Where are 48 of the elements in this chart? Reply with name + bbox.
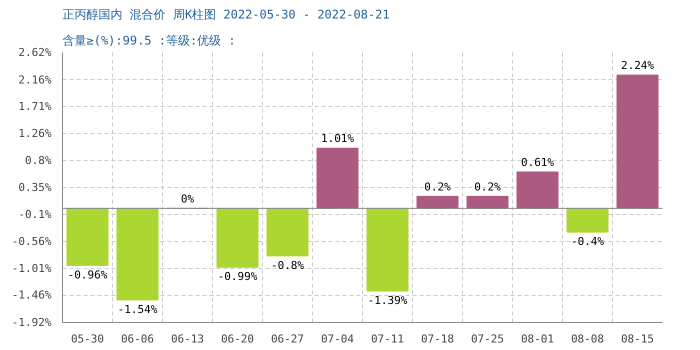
data-label: -0.8%: [270, 258, 304, 272]
bar: [366, 208, 408, 292]
bar: [516, 172, 558, 209]
y-tick-label: 0.8%: [25, 154, 52, 168]
x-tick-label: 06-06: [120, 332, 154, 346]
data-label: 2.24%: [620, 59, 654, 72]
x-tick-label: 07-04: [320, 332, 354, 346]
y-tick-label: 2.16%: [18, 73, 52, 86]
chart-subtitle: 含量≥(%):99.5 :等级:优级 :: [62, 34, 236, 48]
x-tick-label: 08-08: [570, 332, 604, 346]
data-label: -1.54%: [118, 302, 158, 316]
bar: [616, 74, 658, 209]
data-label: -0.99%: [218, 270, 258, 284]
x-tick-label: 08-01: [520, 332, 554, 346]
data-label: -0.4%: [570, 235, 604, 248]
y-tick-label: -1.46%: [12, 288, 52, 302]
bar: [266, 208, 308, 256]
data-label: 0%: [180, 192, 194, 206]
chart-title: 正丙醇国内 混合价 周K柱图 2022-05-30 - 2022-08-21: [62, 8, 390, 22]
y-tick-label: -0.1%: [18, 208, 52, 221]
y-tick-label: -1.01%: [12, 262, 52, 275]
y-tick-label: -1.92%: [12, 316, 52, 329]
y-tick-label: -0.56%: [12, 235, 52, 248]
bar: [316, 148, 358, 209]
data-label: 0.2%: [424, 180, 452, 194]
x-tick-label: 08-15: [620, 332, 654, 346]
x-tick-label: 07-25: [470, 332, 504, 346]
x-tick-label: 05-30: [70, 332, 104, 346]
data-label: 0.2%: [474, 180, 502, 194]
y-tick-label: 2.62%: [18, 46, 52, 59]
x-tick-label: 06-20: [220, 332, 254, 346]
y-tick-label: 0.35%: [18, 181, 52, 194]
x-tick-label: 06-13: [170, 332, 204, 346]
data-label: -1.39%: [368, 294, 408, 307]
y-tick-label: 1.26%: [18, 126, 52, 140]
bar: [566, 208, 608, 233]
x-tick-label: 07-11: [370, 332, 404, 346]
bar: [66, 208, 108, 266]
bar: [116, 208, 158, 300]
x-tick-label: 07-18: [420, 332, 454, 346]
data-label: 1.01%: [320, 132, 354, 146]
data-label: -0.96%: [68, 268, 108, 282]
bar: [416, 196, 458, 209]
bar: [216, 208, 258, 268]
y-tick-label: 1.71%: [18, 100, 52, 114]
data-label: 0.61%: [520, 156, 554, 170]
x-tick-label: 06-27: [270, 332, 304, 346]
bar: [466, 196, 508, 209]
